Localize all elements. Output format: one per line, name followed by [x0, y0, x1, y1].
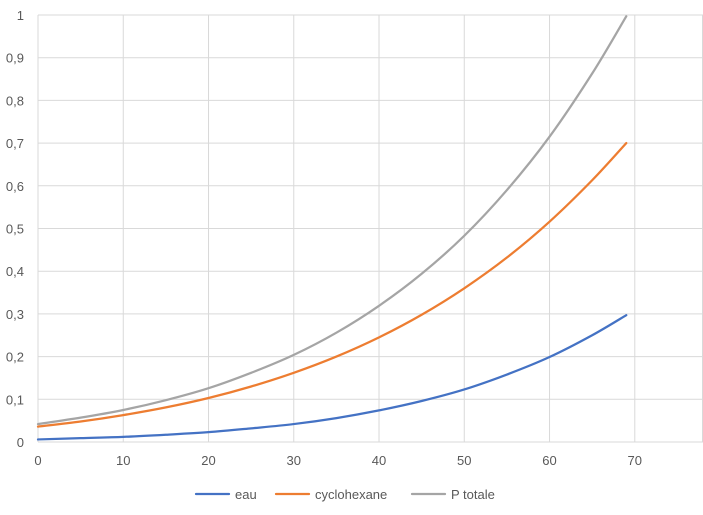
gridlines	[37, 14, 703, 443]
x-tick-label: 30	[287, 453, 301, 468]
x-tick-label: 0	[34, 453, 41, 468]
legend-label: eau	[235, 487, 257, 502]
x-tick-label: 70	[628, 453, 642, 468]
y-tick-label: 0,9	[6, 51, 24, 66]
legend-item: cyclohexane	[274, 487, 387, 502]
x-tick-label: 20	[201, 453, 215, 468]
y-tick-label: 0,3	[6, 307, 24, 322]
x-tick-label: 40	[372, 453, 386, 468]
legend-label: P totale	[451, 487, 495, 502]
y-tick-label: 0,7	[6, 136, 24, 151]
legend-item: eau	[194, 487, 257, 502]
legend-item: P totale	[410, 487, 495, 502]
series-line-2	[36, 15, 628, 426]
series-line-0	[36, 314, 628, 441]
y-tick-label: 0,5	[6, 222, 24, 237]
axes: 00,10,20,30,40,50,60,70,80,910 10 20 30 40 50…	[6, 8, 703, 468]
x-tick-label: 10	[116, 453, 130, 468]
y-tick-label: 0,6	[6, 179, 24, 194]
legend: eau cyclohexane P totale	[194, 487, 495, 502]
series-line-1	[36, 141, 628, 428]
y-tick-label: 0,1	[6, 392, 24, 407]
y-tick-label: 1	[17, 8, 24, 23]
y-tick-label: 0,2	[6, 350, 24, 365]
x-tick-label: 50	[457, 453, 471, 468]
x-tick-label: 60	[542, 453, 556, 468]
series-lines	[36, 15, 628, 441]
y-tick-label: 0	[17, 435, 24, 450]
y-tick-label: 0,8	[6, 93, 24, 108]
legend-label: cyclohexane	[315, 487, 387, 502]
y-tick-label: 0,4	[6, 264, 24, 279]
